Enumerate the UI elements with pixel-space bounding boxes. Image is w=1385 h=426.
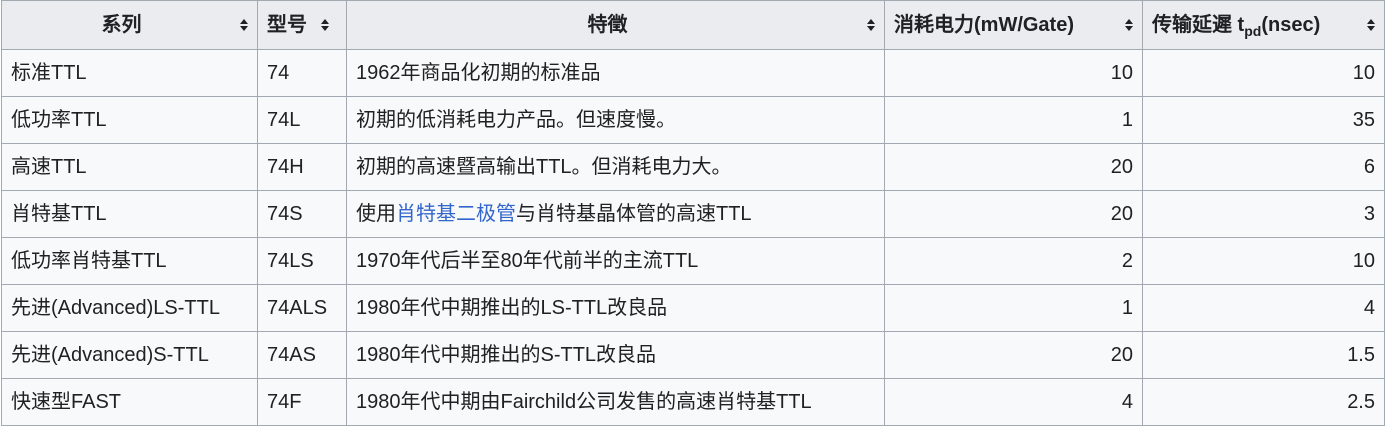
cell-series: 低功率TTL — [1, 96, 258, 144]
cell-power: 20 — [884, 331, 1143, 379]
cell-feature: 1980年代中期由Fairchild公司发售的高速肖特基TTL — [346, 378, 885, 426]
table-row: 快速型FAST 74F 1980年代中期由Fairchild公司发售的高速肖特基TT… — [1, 378, 1385, 426]
feature-text: 使用 — [356, 202, 396, 225]
cell-power: 20 — [884, 190, 1143, 238]
cell-delay: 10 — [1142, 237, 1385, 285]
table-row: 肖特基TTL 74S 使用肖特基二极管与肖特基晶体管的高速TTL 20 3 — [1, 190, 1385, 238]
cell-delay: 3 — [1142, 190, 1385, 238]
cell-feature: 1962年商品化初期的标准品 — [346, 49, 885, 97]
cell-power: 10 — [884, 49, 1143, 97]
cell-delay: 10 — [1142, 49, 1385, 97]
column-header-delay[interactable]: 传输延遲 tpd(nsec) — [1142, 0, 1385, 50]
cell-feature: 使用肖特基二极管与肖特基晶体管的高速TTL — [346, 190, 885, 238]
table-row: 高速TTL 74H 初期的高速暨高输出TTL。但消耗电力大。 20 6 — [1, 143, 1385, 191]
cell-delay: 4 — [1142, 284, 1385, 332]
sort-icon[interactable] — [1125, 19, 1133, 31]
column-header-model[interactable]: 型号 — [257, 0, 347, 50]
cell-power: 2 — [884, 237, 1143, 285]
cell-model: 74ALS — [257, 284, 347, 332]
cell-power: 1 — [884, 284, 1143, 332]
cell-power: 4 — [884, 378, 1143, 426]
column-header-feature[interactable]: 特徵 — [346, 0, 885, 50]
sort-icon[interactable] — [867, 19, 875, 31]
cell-model: 74L — [257, 96, 347, 144]
cell-feature: 初期的高速暨高输出TTL。但消耗电力大。 — [346, 143, 885, 191]
cell-power: 20 — [884, 143, 1143, 191]
table-row: 先进(Advanced)S-TTL 74AS 1980年代中期推出的S-TTL改良品… — [1, 331, 1385, 379]
cell-series: 高速TTL — [1, 143, 258, 191]
schottky-diode-link[interactable]: 肖特基二极管 — [396, 202, 516, 225]
cell-feature: 初期的低消耗电力产品。但速度慢。 — [346, 96, 885, 144]
header-row: 系列 型号 特徵 消耗电力(mW/Gate) 传输延遲 tpd(nsec) — [1, 0, 1385, 50]
table-row: 低功率肖特基TTL 74LS 1970年代后半至80年代前半的主流TTL 2 10 — [1, 237, 1385, 285]
table-row: 标准TTL 74 1962年商品化初期的标准品 10 10 — [1, 49, 1385, 97]
column-header-series[interactable]: 系列 — [1, 0, 258, 50]
cell-feature: 1980年代中期推出的LS-TTL改良品 — [346, 284, 885, 332]
cell-delay: 2.5 — [1142, 378, 1385, 426]
cell-series: 先进(Advanced)S-TTL — [1, 331, 258, 379]
cell-model: 74S — [257, 190, 347, 238]
cell-series: 先进(Advanced)LS-TTL — [1, 284, 258, 332]
cell-feature: 1980年代中期推出的S-TTL改良品 — [346, 331, 885, 379]
cell-series: 肖特基TTL — [1, 190, 258, 238]
sort-icon[interactable] — [1367, 19, 1375, 31]
cell-model: 74LS — [257, 237, 347, 285]
feature-text: 与肖特基晶体管的高速TTL — [516, 202, 752, 225]
table-row: 先进(Advanced)LS-TTL 74ALS 1980年代中期推出的LS-TTL… — [1, 284, 1385, 332]
cell-model: 74H — [257, 143, 347, 191]
sort-icon[interactable] — [240, 19, 248, 31]
cell-delay: 6 — [1142, 143, 1385, 191]
cell-feature: 1970年代后半至80年代前半的主流TTL — [346, 237, 885, 285]
cell-model: 74AS — [257, 331, 347, 379]
cell-delay: 35 — [1142, 96, 1385, 144]
table-row: 低功率TTL 74L 初期的低消耗电力产品。但速度慢。 1 35 — [1, 96, 1385, 144]
cell-power: 1 — [884, 96, 1143, 144]
cell-series: 快速型FAST — [1, 378, 258, 426]
cell-series: 低功率肖特基TTL — [1, 237, 258, 285]
column-header-power[interactable]: 消耗电力(mW/Gate) — [884, 0, 1143, 50]
cell-model: 74 — [257, 49, 347, 97]
cell-model: 74F — [257, 378, 347, 426]
cell-delay: 1.5 — [1142, 331, 1385, 379]
sort-icon[interactable] — [321, 19, 329, 31]
cell-series: 标准TTL — [1, 49, 258, 97]
